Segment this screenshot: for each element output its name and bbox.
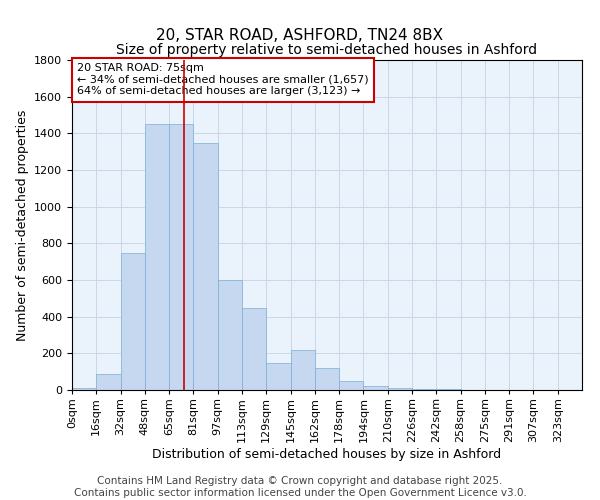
Bar (412, 389, 436, 390)
Bar (388, 388, 412, 390)
Bar (290, 350, 315, 390)
Bar (96, 374, 121, 390)
Bar (169, 124, 193, 390)
Text: Contains HM Land Registry data © Crown copyright and database right 2025.
Contai: Contains HM Land Registry data © Crown c… (74, 476, 526, 498)
Title: Size of property relative to semi-detached houses in Ashford: Size of property relative to semi-detach… (116, 44, 538, 58)
Bar (266, 362, 290, 390)
Text: 20 STAR ROAD: 75sqm
← 34% of semi-detached houses are smaller (1,657)
64% of sem: 20 STAR ROAD: 75sqm ← 34% of semi-detach… (77, 64, 369, 96)
Bar (242, 308, 266, 390)
Y-axis label: Number of semi-detached properties: Number of semi-detached properties (16, 110, 29, 340)
Bar (364, 386, 388, 390)
Bar (72, 388, 96, 390)
Text: 20, STAR ROAD, ASHFORD, TN24 8BX: 20, STAR ROAD, ASHFORD, TN24 8BX (157, 28, 443, 42)
Bar (121, 252, 145, 390)
Bar (218, 280, 242, 390)
Bar (315, 368, 339, 390)
Bar (339, 381, 364, 390)
X-axis label: Distribution of semi-detached houses by size in Ashford: Distribution of semi-detached houses by … (152, 448, 502, 460)
Bar (145, 124, 169, 390)
Bar (193, 142, 218, 390)
